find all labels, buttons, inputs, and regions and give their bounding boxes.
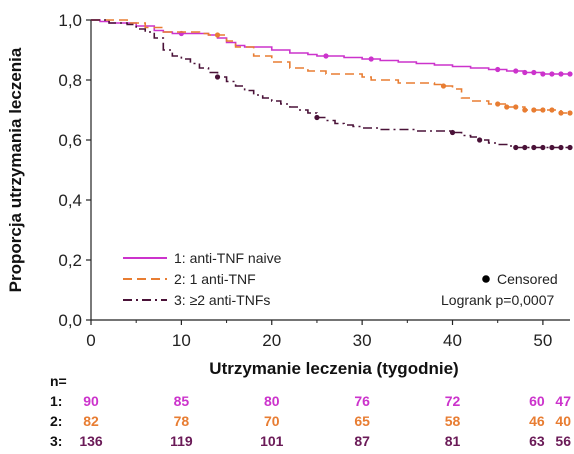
censored-point-series-2: [504, 104, 510, 110]
censored-point-series-1: [323, 53, 329, 59]
y-axis-label: Proporcja utrzymania leczenia: [6, 47, 25, 292]
risk-value: 56: [555, 433, 571, 449]
y-tick-label: 0,2: [58, 251, 82, 270]
censored-point-series-3: [567, 144, 573, 151]
censored-point-series-2: [531, 107, 537, 113]
x-tick-label: 30: [353, 331, 372, 350]
legend: 1: anti-TNF naive 2: 1 anti-TNF 3: ≥2 anti…: [123, 250, 282, 308]
censored-point-series-3: [531, 144, 537, 151]
censored-point-series-1: [513, 68, 519, 74]
censored-marker-icon: [482, 275, 490, 283]
risk-value: 72: [445, 393, 461, 409]
y-tick-label: 0,8: [58, 71, 82, 90]
censored-point-series-1: [522, 69, 528, 76]
censored-point-series-1: [495, 66, 501, 73]
censored-point-series-2: [214, 32, 221, 38]
x-tick-label: 10: [172, 331, 191, 350]
risk-value: 90: [83, 393, 99, 409]
survival-curves: [91, 19, 573, 151]
censored-point-series-3: [522, 144, 528, 151]
censored-point-series-1: [540, 71, 546, 77]
risk-value: 65: [354, 413, 370, 429]
censored-point-series-3: [449, 129, 456, 136]
risk-value: 81: [445, 433, 461, 449]
censored-point-series-3: [477, 137, 483, 143]
curve-series-1: [91, 19, 570, 75]
risk-value: 60: [529, 393, 545, 409]
risk-value: 46: [529, 413, 545, 429]
risk-table: n= 1: 90 85 80 76 72 60 47 2: 82 78 70 65 58 46 40 3: 136…: [50, 373, 571, 449]
logrank-text: Logrank p=0,0007: [441, 292, 554, 308]
y-tick-label: 0,6: [58, 131, 82, 150]
censored-point-series-3: [558, 144, 564, 151]
censored-point-series-3: [214, 74, 221, 80]
risk-row-label: 3:: [50, 433, 62, 449]
legend-label-1: 1: anti-TNF naive: [174, 250, 282, 266]
risk-table-header: n=: [50, 373, 67, 389]
risk-value: 119: [170, 433, 193, 449]
risk-value: 78: [174, 413, 190, 429]
axes: 0,0 0,2 0,4 0,6 0,8 1,0 0 10 20 30 40 50: [58, 11, 570, 350]
x-tick-label: 40: [443, 331, 462, 350]
censored-point-series-3: [549, 144, 555, 151]
censored-point-series-2: [567, 110, 573, 116]
risk-value: 87: [354, 433, 370, 449]
risk-value: 63: [529, 433, 545, 449]
risk-row-label: 2:: [50, 413, 62, 429]
censored-point-series-1: [368, 56, 374, 62]
risk-value: 58: [445, 413, 461, 429]
censored-point-series-2: [558, 110, 564, 116]
censored-point-series-2: [495, 101, 501, 107]
y-tick-label: 0,4: [58, 191, 82, 210]
risk-value: 76: [354, 393, 370, 409]
y-tick-label: 1,0: [58, 11, 82, 30]
risk-value: 136: [79, 433, 103, 449]
x-tick-label: 50: [533, 331, 552, 350]
censored-label: Censored: [497, 271, 558, 287]
risk-value: 80: [264, 393, 280, 409]
risk-value: 70: [264, 413, 280, 429]
curve-series-3: [91, 19, 570, 149]
censored-point-series-1: [549, 71, 555, 77]
risk-value: 47: [555, 393, 571, 409]
censored-point-series-3: [513, 144, 519, 151]
censored-point-series-2: [549, 107, 555, 113]
censored-point-series-3: [314, 114, 320, 121]
risk-value: 85: [174, 393, 190, 409]
legend-label-3: 3: ≥2 anti-TNFs: [174, 292, 270, 308]
censored-point-series-2: [522, 107, 528, 113]
censored-point-series-2: [440, 83, 447, 89]
x-axis-label: Utrzymanie leczenia (tygodnie): [209, 359, 458, 378]
legend-label-2: 2: 1 anti-TNF: [174, 271, 256, 287]
risk-value: 82: [83, 413, 99, 429]
x-tick-label: 0: [86, 331, 95, 350]
censored-point-series-2: [513, 104, 519, 110]
y-tick-label: 0,0: [58, 311, 82, 330]
curve-series-2: [91, 19, 570, 114]
censored-point-series-3: [540, 144, 546, 151]
censored-point-series-1: [567, 71, 573, 77]
risk-row-label: 1:: [50, 393, 62, 409]
censored-point-series-1: [531, 69, 537, 76]
censored-point-series-1: [558, 71, 564, 77]
risk-value: 40: [555, 413, 571, 429]
x-tick-label: 20: [262, 331, 281, 350]
censored-point-series-2: [540, 107, 546, 113]
risk-value: 101: [260, 433, 284, 449]
